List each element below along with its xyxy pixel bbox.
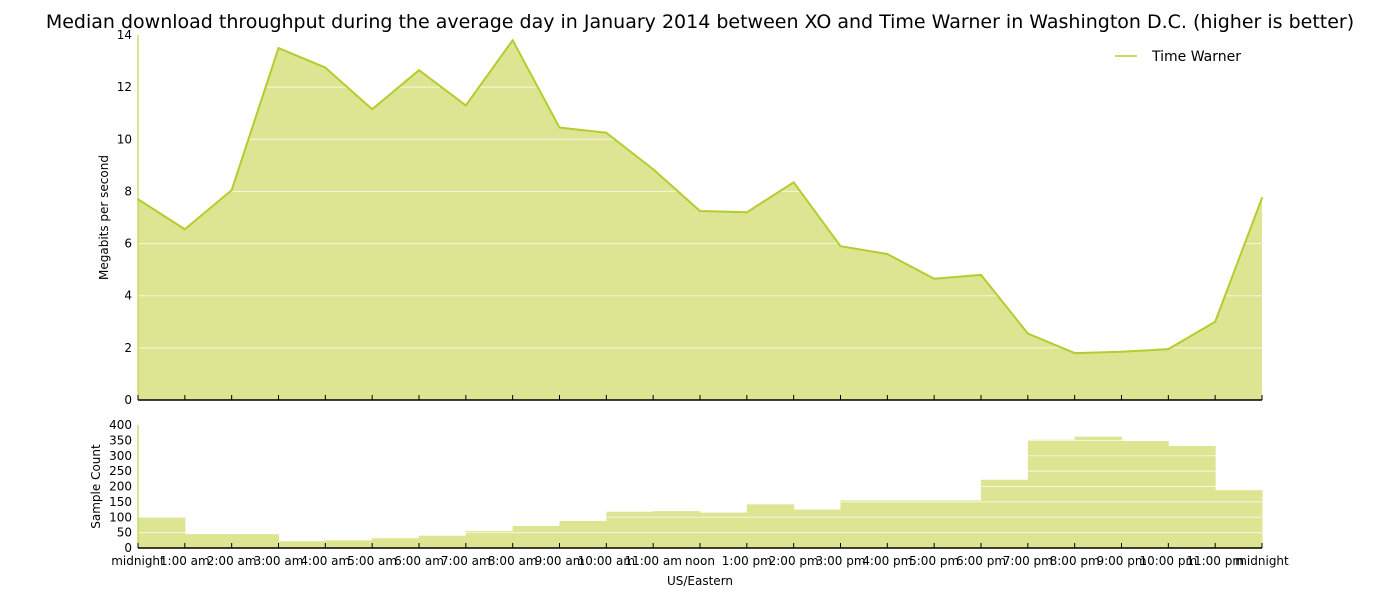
y-tick-label: 300 (109, 449, 132, 463)
x-tick-label: 6:00 am (394, 554, 444, 568)
sample-count-bar (231, 534, 279, 548)
throughput-point (605, 131, 608, 134)
throughput-panel: 0 2 4 6 8 10 12 14 Megabits per second Time Warne… (97, 28, 1263, 407)
x-tick-label: noon (685, 554, 715, 568)
y-tick-label: 2 (124, 341, 132, 355)
sample-count-bar (840, 500, 888, 548)
legend: Time Warner (1115, 49, 1241, 65)
x-tick-label: 4:00 pm (862, 554, 912, 568)
y-tick-label: 350 (109, 433, 132, 447)
sample-count-bar (746, 504, 795, 548)
sample-count-bar (512, 525, 560, 548)
throughput-point (511, 39, 514, 42)
x-tick-label: 8:00 pm (1050, 554, 1100, 568)
sample-count-bar (559, 520, 607, 548)
x-tick-label: 7:00 pm (1003, 554, 1053, 568)
x-tick-label: 9:00 am (535, 554, 585, 568)
y-tick-label: 14 (117, 28, 132, 42)
throughput-point (558, 126, 561, 129)
throughput-point (1120, 350, 1123, 353)
sample-count-bar (278, 541, 326, 548)
throughput-point (886, 253, 889, 255)
sample-count-bar (606, 511, 654, 548)
x-tick-label: 5:00 pm (909, 554, 959, 568)
x-tick-label: 1:00 am (160, 554, 210, 568)
y-tick-label: 0 (124, 541, 132, 555)
y-tick-label: 4 (124, 289, 132, 303)
throughput-point (277, 47, 280, 50)
throughput-point (183, 228, 186, 231)
x-tick-label: 11:00 pm (1186, 554, 1244, 568)
throughput-point (839, 245, 842, 248)
throughput-point (1073, 352, 1076, 355)
sample-count-bar (1121, 440, 1169, 548)
y-axis-label: Megabits per second (97, 155, 111, 280)
x-tick-label: midnight (111, 554, 165, 568)
y-tick-label: 0 (124, 393, 132, 407)
sample-count-bar (372, 538, 420, 548)
x-tick-label: 3:00 pm (815, 554, 865, 568)
sample-count-bar (1027, 439, 1076, 548)
sample-count-bar (184, 534, 233, 548)
throughput-point (418, 69, 420, 72)
throughput-point (1167, 348, 1170, 351)
sample-count-bar (325, 540, 373, 548)
y-tick-label: 12 (117, 80, 132, 94)
throughput-area (138, 40, 1262, 401)
y-axis-label: Sample Count (89, 444, 103, 529)
throughput-point (1026, 332, 1029, 335)
x-tick-label: 8:00 am (488, 554, 538, 568)
y-tick-label: 100 (109, 510, 132, 524)
throughput-point (324, 66, 327, 69)
x-tick-label: 2:00 am (207, 554, 257, 568)
y-tick-label: 150 (109, 495, 132, 509)
sample-count-bar (981, 479, 1029, 548)
x-tick-label: 7:00 am (441, 554, 491, 568)
x-tick-label: 10:00 am (578, 554, 635, 568)
throughput-point (1214, 320, 1217, 323)
throughput-point (980, 273, 982, 276)
y-tick-label: 200 (109, 480, 132, 494)
x-tick-label: 2:00 pm (769, 554, 819, 568)
sample-count-bar (793, 509, 841, 548)
y-tick-label: 250 (109, 464, 132, 478)
x-tick-label: 4:00 am (300, 554, 350, 568)
sample-count-bar (1074, 436, 1122, 548)
throughput-point (371, 108, 374, 111)
x-tick-label: 6:00 pm (956, 554, 1006, 568)
throughput-point (933, 277, 936, 280)
chart-title: Median download throughput during the av… (46, 11, 1354, 33)
y-tick-label: 400 (109, 418, 132, 432)
sample-count-bar (1168, 445, 1216, 548)
throughput-point (1261, 196, 1263, 199)
throughput-point (699, 209, 701, 212)
sample-count-bar (1215, 490, 1263, 548)
sample-count-bar (887, 500, 935, 548)
throughput-point (652, 168, 655, 171)
throughput-point (792, 181, 795, 184)
x-tick-label: 3:00 am (254, 554, 304, 568)
x-tick-label: midnight (1235, 554, 1289, 568)
x-axis-label: US/Eastern (667, 574, 733, 588)
sample-count-bar (419, 535, 467, 548)
sample-count-bar (934, 500, 982, 548)
sample-count-bar (700, 512, 748, 548)
throughput-point (745, 211, 748, 214)
y-tick-label: 6 (124, 237, 132, 251)
y-tick-label: 50 (117, 526, 132, 540)
sample-count-bar (465, 531, 514, 548)
throughput-point (230, 189, 233, 192)
throughput-point (464, 104, 467, 107)
sample-count-bar (653, 511, 701, 548)
x-tick-label: 10:00 pm (1139, 554, 1197, 568)
x-tick-label: 5:00 am (347, 554, 397, 568)
x-tick-label: 9:00 pm (1096, 554, 1146, 568)
y-tick-label: 8 (124, 184, 132, 198)
x-tick-label: 1:00 pm (722, 554, 772, 568)
legend-label: Time Warner (1151, 49, 1241, 65)
x-tick-label: 11:00 am (624, 554, 681, 568)
y-tick-label: 10 (117, 132, 132, 146)
